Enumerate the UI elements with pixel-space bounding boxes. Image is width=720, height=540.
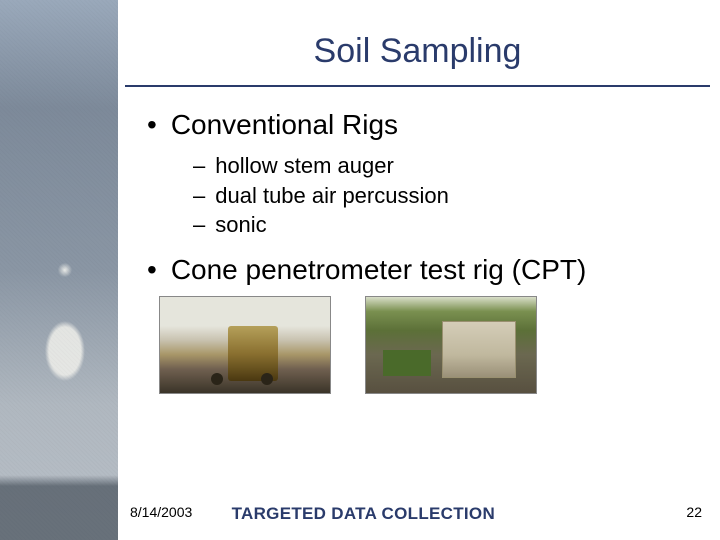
slide-content: Soil Sampling • Conventional Rigs – holl…	[125, 0, 710, 540]
footer-title: TARGETED DATA COLLECTION	[232, 504, 495, 524]
footer-page-number: 22	[686, 504, 702, 520]
bullet-marker: •	[147, 109, 157, 141]
bullet-marker: •	[147, 254, 157, 286]
bullet-item: • Conventional Rigs	[147, 109, 710, 141]
sub-bullet-item: – hollow stem auger	[193, 151, 710, 181]
image-rig	[159, 296, 331, 394]
bullet-label: Cone penetrometer test rig (CPT)	[171, 254, 587, 286]
slide-footer: 8/14/2003 TARGETED DATA COLLECTION 22	[130, 504, 702, 520]
sub-bullet-marker: –	[193, 151, 205, 181]
sub-bullet-marker: –	[193, 181, 205, 211]
bullet-label: Conventional Rigs	[171, 109, 398, 141]
sub-bullet-item: – dual tube air percussion	[193, 181, 710, 211]
slide-title: Soil Sampling	[125, 32, 710, 71]
sub-bullet-marker: –	[193, 210, 205, 240]
sub-bullet-label: hollow stem auger	[215, 151, 394, 181]
sub-bullet-label: sonic	[215, 210, 266, 240]
sub-bullet-item: – sonic	[193, 210, 710, 240]
sidebar-photo-strip	[0, 0, 118, 540]
sub-bullet-label: dual tube air percussion	[215, 181, 449, 211]
title-underline	[125, 85, 710, 87]
image-cpt-truck	[365, 296, 537, 394]
bullet-list: • Conventional Rigs – hollow stem auger …	[147, 109, 710, 394]
image-row	[159, 296, 710, 394]
footer-date: 8/14/2003	[130, 504, 192, 520]
bullet-item: • Cone penetrometer test rig (CPT)	[147, 254, 710, 286]
sub-bullet-list: – hollow stem auger – dual tube air perc…	[193, 151, 710, 240]
